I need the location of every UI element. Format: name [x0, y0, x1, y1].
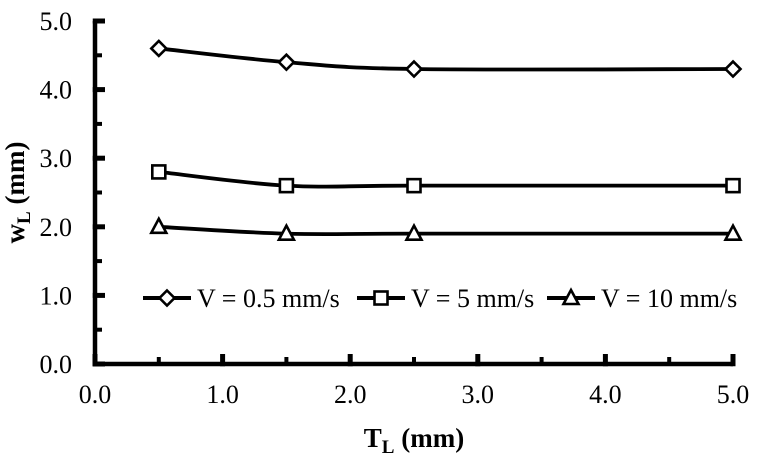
legend-entry-1: V = 5 mm/s	[357, 284, 534, 313]
legend-entry-2: V = 10 mm/s	[547, 284, 737, 313]
legend-label: V = 0.5 mm/s	[197, 284, 340, 313]
y-axis-tick-label: 4.0	[40, 76, 73, 105]
series-line-1	[158, 170, 733, 189]
triangle-marker	[723, 222, 743, 241]
axis-title-subscript: L	[382, 437, 395, 458]
diamond-marker	[404, 59, 424, 79]
x-axis-tick-label: 0.0	[79, 380, 112, 409]
triangle-marker	[404, 222, 424, 241]
legend-label: V = 10 mm/s	[601, 284, 737, 313]
triangle-marker	[561, 287, 581, 306]
axis-title-subscript: L	[14, 211, 35, 224]
series-2	[149, 216, 743, 241]
diamond-marker	[149, 39, 169, 58]
diamond-marker	[277, 52, 296, 72]
square-marker	[278, 177, 295, 194]
series-0	[149, 39, 743, 79]
legend: V = 0.5 mm/s V = 5 mm/s V = 10 mm/s	[143, 284, 737, 313]
square-marker	[373, 290, 389, 306]
x-axis-tick-label: 3.0	[462, 380, 495, 409]
legend-entry-0: V = 0.5 mm/s	[143, 284, 340, 313]
triangle-marker	[276, 222, 297, 241]
series-1	[151, 164, 741, 194]
series-line-0	[158, 46, 734, 72]
square-marker	[725, 177, 741, 194]
series-line-2	[158, 224, 733, 237]
legend-label: V = 5 mm/s	[411, 284, 534, 313]
y-axis-title: wL (mm)	[0, 142, 35, 244]
diamond-marker	[723, 59, 743, 79]
y-axis-tick-label: 5.0	[40, 7, 73, 36]
axis-title-unit: (mm)	[394, 423, 464, 453]
y-axis-tick-label: 0.0	[40, 350, 73, 379]
diamond-marker	[157, 288, 177, 308]
x-axis-tick-label: 5.0	[717, 380, 750, 409]
x-axis-tick-label: 4.0	[589, 380, 622, 409]
x-axis-tick-label: 2.0	[334, 380, 367, 409]
y-axis-tick-label: 2.0	[40, 213, 73, 242]
triangle-marker	[149, 216, 169, 235]
x-axis-tick-label: 1.0	[206, 380, 239, 409]
y-axis-tick-label: 3.0	[40, 144, 73, 173]
square-marker	[151, 164, 167, 180]
y-axis-tick-label: 1.0	[40, 281, 73, 310]
x-axis-title: TL (mm)	[364, 423, 464, 458]
axis-title-unit: (mm)	[0, 142, 30, 212]
square-marker	[406, 177, 422, 194]
